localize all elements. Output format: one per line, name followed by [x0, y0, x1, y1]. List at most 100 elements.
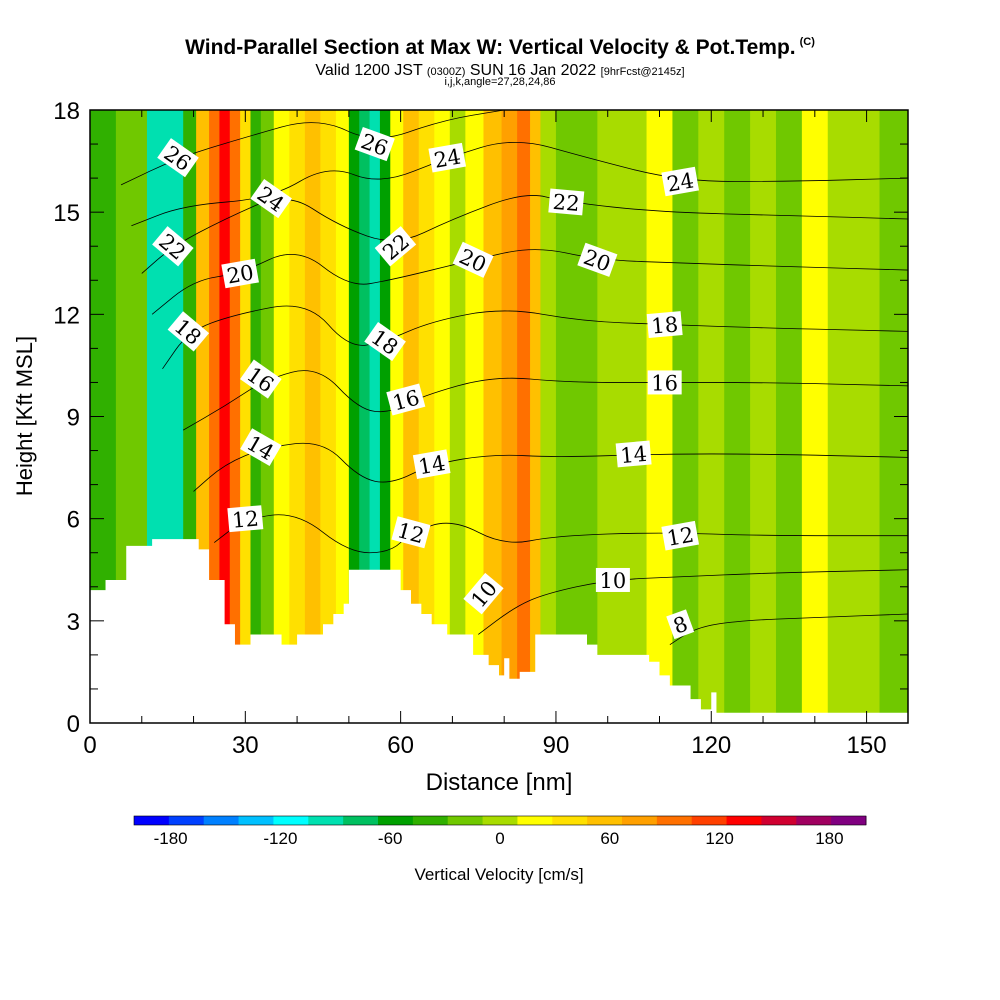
subtitle-small-a: (0300Z) [426, 66, 466, 78]
velocity-column [724, 110, 751, 723]
y-tick-label: 0 [67, 711, 80, 738]
contour-label-box [615, 440, 652, 468]
contour-label-box [452, 241, 494, 278]
velocity-column [348, 110, 360, 723]
x-axis: 0 30 60 90 120 150 [83, 110, 887, 759]
contour-label-text: 24 [432, 145, 462, 173]
contour-label: 10 [595, 567, 630, 593]
contour-label-box [548, 188, 585, 216]
contour-label: 12 [391, 516, 431, 549]
velocity-column [465, 110, 485, 723]
colorbar-swatch [168, 816, 205, 825]
colorbar-swatch [552, 816, 588, 825]
colorbar-label: Vertical Velocity [cm/s] [414, 865, 583, 884]
y-tick-label: 15 [53, 200, 80, 227]
velocity-column [320, 110, 337, 723]
colorbar-swatch [761, 816, 797, 825]
velocity-column [273, 110, 290, 723]
colorbar-swatch [796, 816, 832, 825]
contour-label: 16 [386, 383, 426, 416]
subtitle-small-b: [9hrFcst@2145z] [600, 66, 685, 78]
contour-label-box [595, 567, 630, 592]
y-tick-label: 18 [53, 98, 80, 125]
colorbar-swatch [308, 816, 344, 825]
colorbar-tick-label: 180 [815, 829, 843, 848]
colorbar-tick-label: -60 [378, 829, 403, 848]
velocity-column [449, 110, 466, 723]
contour-label-box [391, 516, 431, 549]
colorbar-swatch [482, 816, 518, 825]
contour-label: 24 [428, 142, 467, 173]
contour-label-box [152, 226, 194, 267]
velocity-column [853, 110, 881, 723]
contour-label-box [647, 370, 682, 395]
contour-label-text: 12 [231, 507, 260, 533]
colorbar-swatch [656, 816, 693, 825]
contour-label-box [240, 428, 282, 467]
velocity-column [379, 110, 391, 723]
colorbar-swatch [517, 816, 553, 825]
y-tick-label: 3 [67, 609, 80, 636]
chart-title: Wind-Parallel Section at Max W: Vertical… [0, 36, 1000, 60]
contour-label: 14 [615, 440, 652, 468]
contour-label-box [250, 178, 293, 219]
velocity-column [775, 110, 803, 723]
y-axis: 0 3 6 9 12 15 18 [53, 98, 908, 738]
y-tick-label: 12 [53, 302, 80, 329]
contour-label: 18 [646, 311, 683, 339]
contour-label-box [157, 138, 199, 178]
colorbar-tick-label: 120 [705, 829, 733, 848]
velocity-column [403, 110, 420, 723]
contour-label: 22 [548, 188, 585, 216]
colorbar-swatch [378, 816, 414, 825]
colorbar-frame [133, 815, 867, 826]
contour-label-text: 20 [225, 260, 255, 288]
contour-label-text: 14 [619, 442, 648, 468]
colorbar-swatch [622, 816, 658, 825]
x-tick-label: 120 [691, 732, 731, 759]
colorbar-swatch [238, 816, 274, 825]
contour-label: 12 [661, 520, 700, 551]
contour-label-box [661, 166, 700, 197]
contour-label: 14 [412, 449, 451, 479]
velocity-column [434, 110, 451, 723]
subtitle-part-a: Valid 1200 JST [315, 62, 423, 79]
velocity-column [646, 110, 674, 723]
contour-label-text: 10 [600, 569, 627, 593]
theta-contour-26 [120, 110, 505, 186]
colorbar-swatch [412, 816, 449, 825]
colorbar-tick-label: 60 [600, 829, 619, 848]
velocity-column [289, 110, 306, 723]
velocity-column [801, 110, 829, 723]
contour-label-box [577, 242, 618, 277]
contour-label-box [364, 321, 406, 362]
contour-label-box [386, 383, 426, 416]
velocity-column [597, 110, 622, 723]
subtitle-part-b: SUN 16 Jan 2022 [469, 62, 597, 79]
velocity-column [369, 110, 381, 723]
contour-label: 16 [647, 370, 682, 395]
velocity-column [540, 110, 557, 723]
contour-label-box [428, 142, 467, 173]
colorbar-swatch [343, 816, 379, 825]
contour-label-box [240, 359, 282, 399]
velocity-field [90, 110, 908, 723]
velocity-column [209, 110, 221, 723]
contour-label-box [374, 226, 417, 267]
velocity-column [219, 110, 231, 723]
contour-label: 26 [354, 126, 395, 162]
title-text: Wind-Parallel Section at Max W: Vertical… [185, 36, 796, 59]
contour-label-box [646, 311, 683, 338]
velocity-column [240, 110, 252, 723]
contour-label-text: 16 [651, 371, 678, 395]
contour-label-box [354, 126, 395, 162]
colorbar-tick-label: -120 [263, 829, 297, 848]
velocity-column [260, 110, 275, 723]
contour-label-box [463, 572, 504, 615]
x-tick-label: 90 [543, 732, 570, 759]
contour-label: 20 [221, 258, 259, 289]
colorbar-swatch [726, 816, 762, 825]
contour-label-text: 12 [665, 523, 695, 551]
